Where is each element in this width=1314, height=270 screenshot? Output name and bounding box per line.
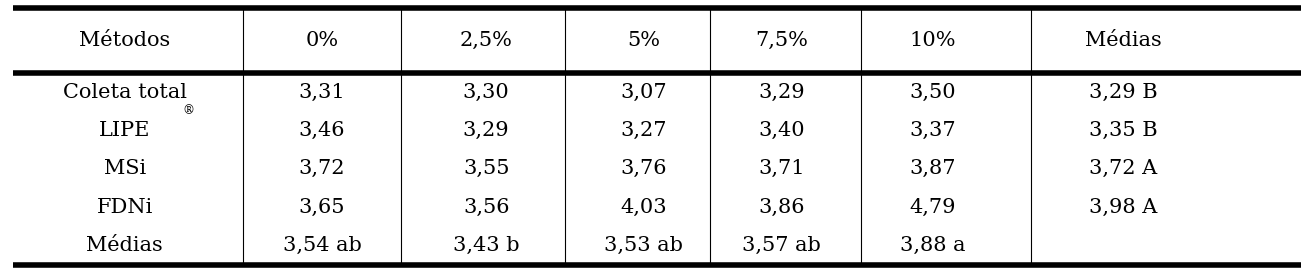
Text: 3,40: 3,40 — [758, 121, 805, 140]
Text: Métodos: Métodos — [79, 31, 171, 50]
Text: 4,79: 4,79 — [909, 198, 957, 217]
Text: 3,54 ab: 3,54 ab — [283, 236, 361, 255]
Text: 3,86: 3,86 — [758, 198, 805, 217]
Text: 3,29: 3,29 — [758, 83, 805, 102]
Text: Médias: Médias — [1085, 31, 1162, 50]
Text: 3,71: 3,71 — [758, 159, 805, 178]
Text: 3,72: 3,72 — [298, 159, 346, 178]
Text: 3,98 A: 3,98 A — [1089, 198, 1158, 217]
Text: LIPE: LIPE — [99, 121, 151, 140]
Text: 3,50: 3,50 — [909, 83, 957, 102]
Text: 3,43 b: 3,43 b — [453, 236, 519, 255]
Text: MSi: MSi — [104, 159, 146, 178]
Text: 3,57 ab: 3,57 ab — [742, 236, 821, 255]
Text: 3,76: 3,76 — [620, 159, 668, 178]
Text: 3,07: 3,07 — [620, 83, 668, 102]
Text: 5%: 5% — [627, 31, 661, 50]
Text: FDNi: FDNi — [97, 198, 152, 217]
Text: 10%: 10% — [909, 31, 957, 50]
Text: 4,03: 4,03 — [620, 198, 668, 217]
Text: 3,29 B: 3,29 B — [1089, 83, 1158, 102]
Text: 3,29: 3,29 — [463, 121, 510, 140]
Text: Médias: Médias — [87, 236, 163, 255]
Text: 0%: 0% — [305, 31, 339, 50]
Text: 2,5%: 2,5% — [460, 31, 512, 50]
Text: 3,27: 3,27 — [620, 121, 668, 140]
Text: ®: ® — [181, 104, 194, 117]
Text: 3,55: 3,55 — [463, 159, 510, 178]
Text: Coleta total: Coleta total — [63, 83, 187, 102]
Text: 3,72 A: 3,72 A — [1089, 159, 1158, 178]
Text: 3,53 ab: 3,53 ab — [604, 236, 683, 255]
Text: 3,37: 3,37 — [909, 121, 957, 140]
Text: 3,46: 3,46 — [298, 121, 346, 140]
Text: 3,35 B: 3,35 B — [1089, 121, 1158, 140]
Text: 3,88 a: 3,88 a — [900, 236, 966, 255]
Text: 3,31: 3,31 — [298, 83, 346, 102]
Text: 3,65: 3,65 — [298, 198, 346, 217]
Text: 3,30: 3,30 — [463, 83, 510, 102]
Text: 3,56: 3,56 — [463, 198, 510, 217]
Text: 3,87: 3,87 — [909, 159, 957, 178]
Text: 7,5%: 7,5% — [756, 31, 808, 50]
